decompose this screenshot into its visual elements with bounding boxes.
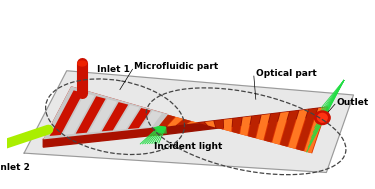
Polygon shape — [280, 111, 298, 147]
Polygon shape — [158, 115, 175, 128]
Polygon shape — [158, 107, 328, 153]
Polygon shape — [264, 113, 279, 143]
Polygon shape — [43, 86, 168, 139]
Polygon shape — [141, 111, 162, 128]
Polygon shape — [272, 112, 289, 145]
Ellipse shape — [78, 61, 87, 66]
Polygon shape — [256, 114, 270, 140]
Ellipse shape — [315, 111, 330, 125]
Polygon shape — [214, 120, 223, 130]
Polygon shape — [195, 122, 207, 125]
Polygon shape — [240, 116, 251, 136]
Polygon shape — [248, 115, 261, 138]
Ellipse shape — [318, 113, 327, 122]
Polygon shape — [232, 117, 242, 134]
Polygon shape — [115, 105, 140, 130]
Text: Incident light: Incident light — [154, 142, 223, 151]
Polygon shape — [296, 108, 317, 151]
Polygon shape — [224, 119, 232, 132]
Polygon shape — [288, 109, 308, 149]
Polygon shape — [43, 86, 168, 139]
Polygon shape — [102, 102, 128, 131]
Polygon shape — [304, 107, 327, 153]
Ellipse shape — [0, 140, 11, 148]
Polygon shape — [50, 90, 83, 136]
Polygon shape — [89, 99, 117, 132]
Text: Inlet 1: Inlet 1 — [97, 65, 129, 74]
Text: Outlet: Outlet — [337, 98, 369, 107]
Polygon shape — [43, 127, 158, 147]
Polygon shape — [205, 121, 215, 127]
Text: Optical part: Optical part — [256, 69, 316, 78]
Polygon shape — [158, 107, 328, 135]
Polygon shape — [76, 96, 106, 134]
Polygon shape — [186, 121, 199, 124]
Text: Inlet 2: Inlet 2 — [0, 163, 30, 172]
Text: Microfluidic part: Microfluidic part — [134, 62, 219, 71]
Polygon shape — [177, 119, 191, 125]
Polygon shape — [63, 93, 94, 135]
Polygon shape — [167, 117, 183, 126]
Polygon shape — [128, 108, 151, 129]
Polygon shape — [24, 71, 354, 173]
